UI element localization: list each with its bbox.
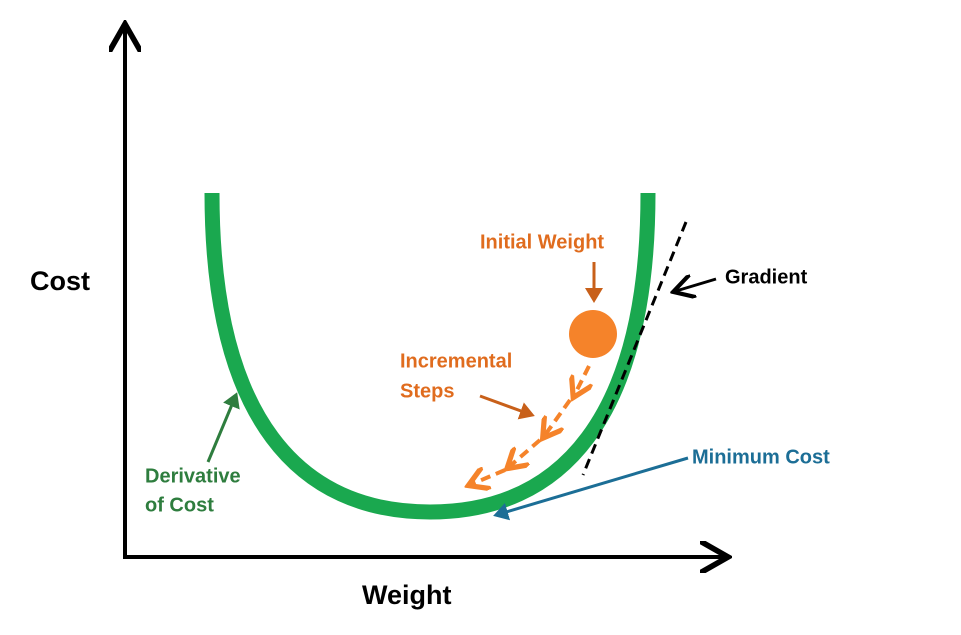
minimum-arrow <box>493 456 689 521</box>
steps-arrow <box>479 394 535 420</box>
initial-point <box>569 310 617 358</box>
tangent-line <box>581 221 688 476</box>
x-axis-label: Weight <box>362 580 452 610</box>
gradient-arrow <box>676 279 717 291</box>
annotation: Gradient <box>725 266 808 288</box>
cost-curve <box>204 192 656 520</box>
annotation: Incremental <box>400 350 512 372</box>
annotation: Steps <box>400 380 454 402</box>
derivative-arrow <box>206 392 240 463</box>
annotation: Initial Weight <box>480 231 604 253</box>
annotation: of Cost <box>145 494 214 516</box>
annotation: Derivative <box>145 465 241 487</box>
y-axis-label: Cost <box>30 266 90 296</box>
annotation: Minimum Cost <box>692 446 830 468</box>
steps <box>472 365 589 484</box>
